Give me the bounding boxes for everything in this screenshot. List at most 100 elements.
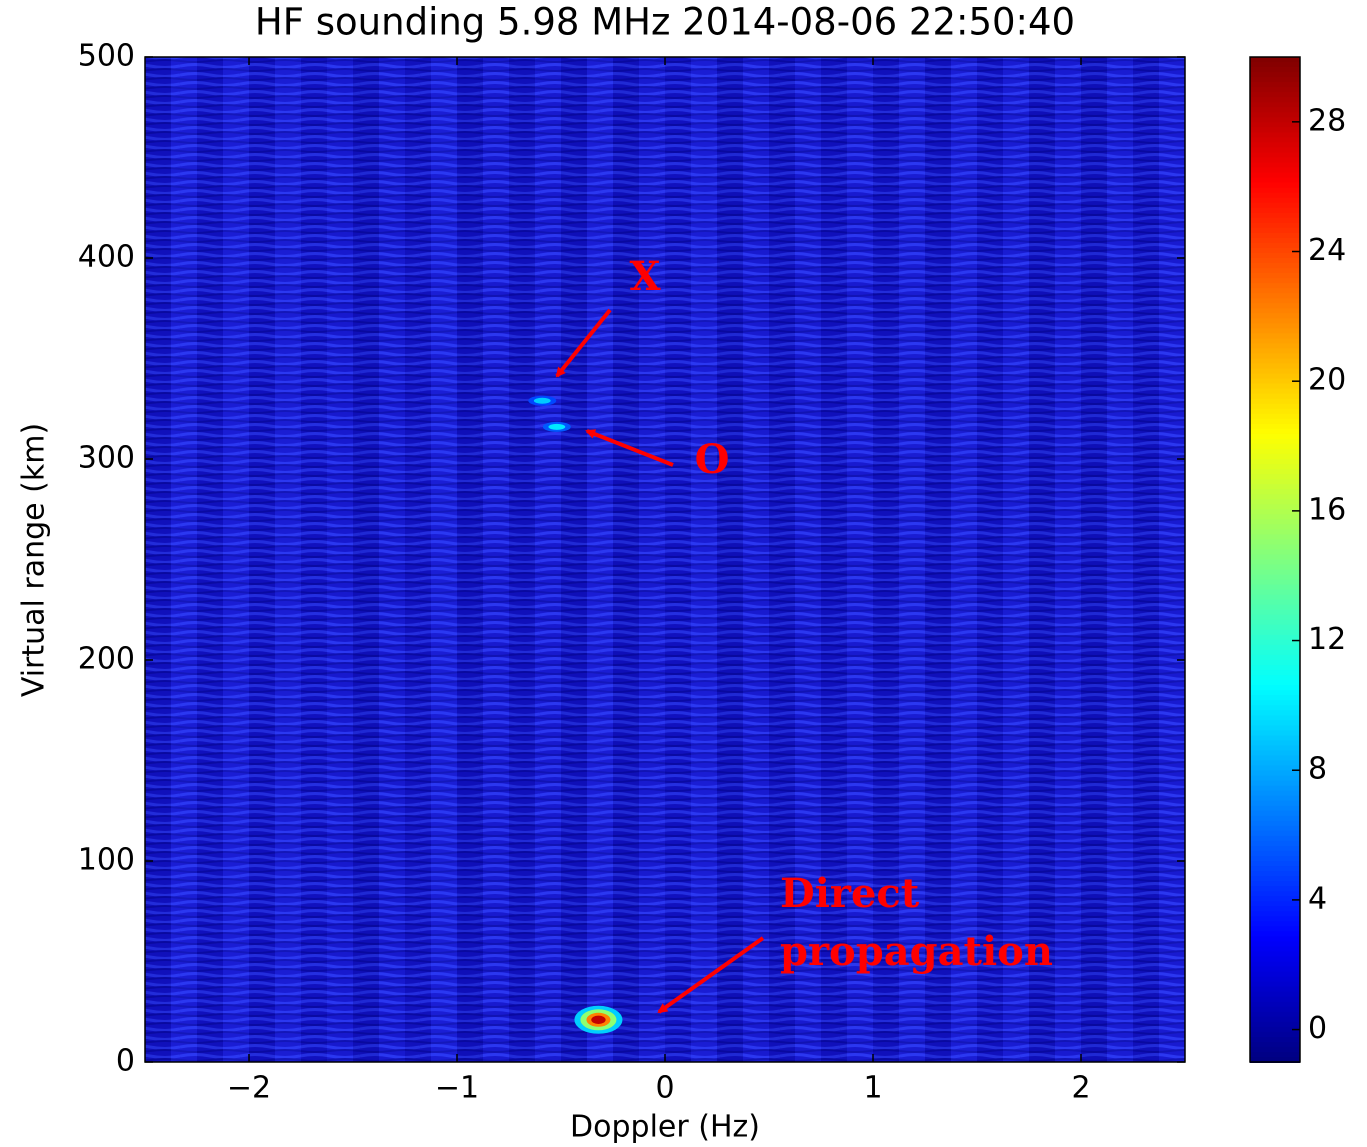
colorbar-cell (1250, 861, 1300, 868)
spot-layer (533, 397, 551, 404)
colorbar-cell (1250, 629, 1300, 636)
y-tick-label: 500 (78, 39, 135, 74)
texture (535, 57, 561, 1062)
colorbar-cell (1250, 323, 1300, 330)
colorbar-cell (1250, 554, 1300, 561)
colorbar-cell (1250, 298, 1300, 305)
colorbar-cell (1250, 609, 1300, 616)
texture (665, 57, 691, 1062)
colorbar-cell (1250, 866, 1300, 873)
colorbar-cell (1250, 760, 1300, 767)
colorbar-cell (1250, 438, 1300, 445)
arrow (585, 429, 674, 467)
colorbar-cell (1250, 283, 1300, 290)
colorbar-cell (1250, 780, 1300, 787)
colorbar-cell (1250, 981, 1300, 988)
x-tick-label: 2 (1071, 1071, 1090, 1106)
colorbar-tick-label: 0 (1308, 1011, 1327, 1046)
colorbar-cell (1250, 1021, 1300, 1028)
texture (145, 57, 171, 1062)
colorbar-cell (1250, 755, 1300, 762)
colorbar-cell (1250, 127, 1300, 134)
colorbar-cell (1250, 946, 1300, 953)
texture (171, 57, 197, 1062)
colorbar-cell (1250, 871, 1300, 878)
colorbar-cell (1250, 247, 1300, 254)
chart-title: HF sounding 5.98 MHz 2014-08-06 22:50:40 (255, 1, 1075, 44)
colorbar-cell (1250, 1056, 1300, 1063)
colorbar-cell (1250, 202, 1300, 209)
colorbar-cell (1250, 584, 1300, 591)
colorbar-cell (1250, 519, 1300, 526)
x-tick-label: 1 (863, 1071, 882, 1106)
colorbar-cell (1250, 725, 1300, 732)
colorbar-cell (1250, 931, 1300, 938)
colorbar-cell (1250, 77, 1300, 84)
colorbar-cell (1250, 549, 1300, 556)
colorbar-cell (1250, 373, 1300, 380)
colorbar-tick-label: 4 (1308, 881, 1327, 916)
colorbar-cell (1250, 403, 1300, 410)
colorbar-cell (1250, 212, 1300, 219)
colorbar-cell (1250, 916, 1300, 923)
colorbar-cell (1250, 443, 1300, 450)
colorbar-cell (1250, 986, 1300, 993)
colorbar-cell (1250, 252, 1300, 259)
colorbar-cell (1250, 574, 1300, 581)
colorbar (1250, 57, 1300, 1063)
colorbar-cell (1250, 388, 1300, 395)
colorbar-cell (1250, 529, 1300, 536)
colorbar-cell (1250, 805, 1300, 812)
colorbar-cell (1250, 418, 1300, 425)
texture (1107, 57, 1133, 1062)
colorbar-tick-label: 20 (1308, 363, 1346, 398)
texture (1055, 57, 1081, 1062)
colorbar-cell (1250, 464, 1300, 471)
colorbar-cell (1250, 649, 1300, 656)
colorbar-cell (1250, 368, 1300, 375)
colorbar-cell (1250, 795, 1300, 802)
colorbar-cell (1250, 494, 1300, 501)
y-tick-label: 200 (78, 642, 135, 677)
arrow (555, 308, 612, 378)
texture (951, 57, 977, 1062)
texture (899, 57, 925, 1062)
colorbar-cell (1250, 544, 1300, 551)
colorbar-cell (1250, 785, 1300, 792)
colorbar-cell (1250, 634, 1300, 641)
colorbar-tick-label: 16 (1308, 492, 1346, 527)
texture (847, 57, 873, 1062)
colorbar-cell (1250, 308, 1300, 315)
texture (1159, 57, 1185, 1062)
texture (223, 57, 249, 1062)
colorbar-cell (1250, 343, 1300, 350)
colorbar-cell (1250, 72, 1300, 79)
colorbar-cell (1250, 800, 1300, 807)
colorbar-cell (1250, 232, 1300, 239)
colorbar-cell (1250, 303, 1300, 310)
y-tick-label: 400 (78, 240, 135, 275)
colorbar-cell (1250, 1016, 1300, 1023)
colorbar-cell (1250, 97, 1300, 104)
colorbar-cell (1250, 956, 1300, 963)
texture (353, 57, 379, 1062)
texture (561, 57, 587, 1062)
colorbar-cell (1250, 906, 1300, 913)
colorbar-cell (1250, 398, 1300, 405)
colorbar-tick-label: 12 (1308, 622, 1346, 657)
texture (691, 57, 717, 1062)
colorbar-cell (1250, 845, 1300, 852)
colorbar-cell (1250, 157, 1300, 164)
colorbar-cell (1250, 197, 1300, 204)
colorbar-cell (1250, 539, 1300, 546)
colorbar-cell (1250, 926, 1300, 933)
colorbar-cell (1250, 383, 1300, 390)
annotation: O (695, 436, 730, 483)
colorbar-cell (1250, 479, 1300, 486)
colorbar-cell (1250, 217, 1300, 224)
colorbar-cell (1250, 484, 1300, 491)
colorbar-cell (1250, 242, 1300, 249)
colorbar-cell (1250, 710, 1300, 717)
texture (717, 57, 743, 1062)
colorbar-cell (1250, 830, 1300, 837)
